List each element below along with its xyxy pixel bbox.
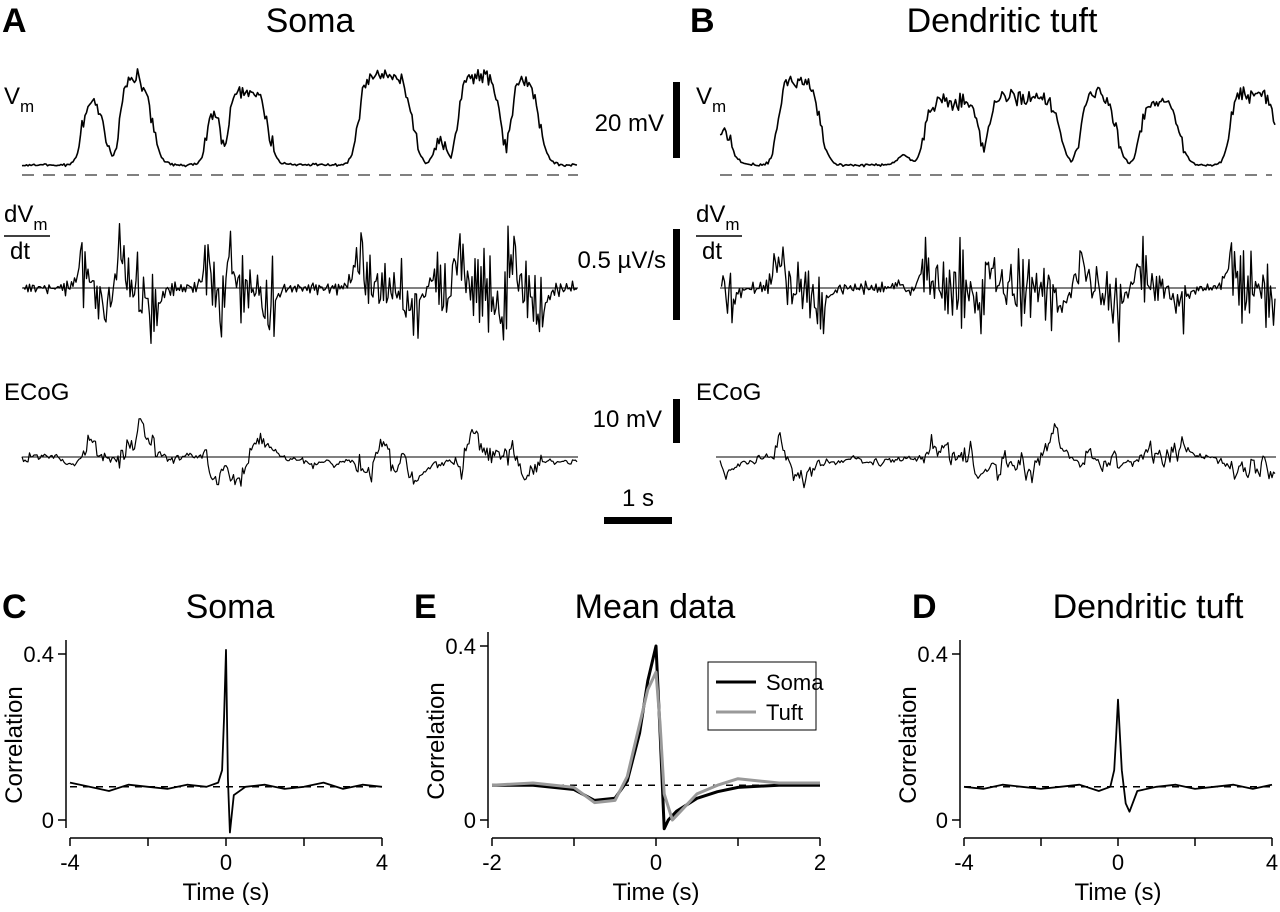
panel-b-ecog-trace — [719, 423, 1276, 489]
legend-label-tuft: Tuft — [766, 700, 803, 725]
panel-b-ecog-label: ECoG — [696, 379, 761, 406]
panel-e-letter: E — [414, 588, 437, 626]
vm-scalebar — [673, 82, 680, 158]
dvdt-scalebar — [673, 229, 680, 320]
panel-a-vm-label: Vm — [4, 83, 34, 116]
panel-a-vm-trace — [21, 68, 578, 168]
panel-b-vm-label: Vm — [696, 83, 726, 116]
panel-d-x-axis-label: Time (s) — [1074, 879, 1161, 906]
panel-d-x-tick-label: 4 — [1266, 850, 1278, 875]
panel-c-y-tick-label: 0.4 — [23, 642, 54, 667]
svg-text:dVm: dVm — [696, 201, 740, 234]
panel-e-x-axis-label: Time (s) — [612, 879, 699, 906]
time-scalebar-label: 1 s — [622, 485, 654, 512]
svg-text:dt: dt — [10, 238, 30, 265]
vm-scalebar-label: 20 mV — [595, 110, 664, 137]
svg-text:dt: dt — [702, 238, 722, 265]
panel-e-y-axis-label: Correlation — [423, 682, 450, 799]
panel-c-y-tick-label: 0 — [42, 808, 54, 833]
panel-a-letter: A — [2, 2, 27, 40]
panel-c-y-axis-label: Correlation — [1, 686, 28, 803]
panel-e-y-tick-label: 0.4 — [445, 634, 476, 659]
panel-a-title: Soma — [266, 2, 355, 40]
panel-d-y-axis-label: Correlation — [895, 686, 922, 803]
panel-d-title: Dendritic tuft — [1053, 588, 1244, 626]
panel-c-letter: C — [2, 588, 27, 626]
panel-e-legend — [707, 661, 817, 731]
panel-b-dvdt-trace — [720, 235, 1276, 343]
panel-c-x-axis-label: Time (s) — [182, 879, 269, 906]
svg-text:dVm: dVm — [4, 201, 48, 234]
panel-d-x-tick-label: -4 — [954, 850, 974, 875]
time-scalebar — [604, 517, 672, 524]
legend-label-soma: Soma — [766, 670, 824, 695]
panel-c-x-tick-label: 0 — [220, 850, 232, 875]
panel-d-letter: D — [912, 588, 937, 626]
panel-a-dvdt-label: dVm dt — [4, 201, 50, 265]
panel-e-title: Mean data — [575, 588, 736, 626]
panel-c-series-line — [69, 649, 383, 834]
panel-c-x-tick-label: 4 — [376, 850, 388, 875]
panel-b-vm-trace — [719, 75, 1276, 168]
panel-d-y-tick-label: 0 — [936, 808, 948, 833]
panel-c-title: Soma — [186, 588, 275, 626]
panel-d-series-line — [963, 698, 1273, 813]
ecog-scalebar-label: 10 mV — [593, 406, 662, 433]
panel-a-ecog-trace — [21, 418, 578, 487]
panel-d-x-tick-label: 0 — [1112, 850, 1124, 875]
panel-b-title: Dendritic tuft — [907, 2, 1098, 40]
panel-e-x-tick-label: 2 — [814, 850, 826, 875]
panel-c-x-tick-label: -4 — [60, 850, 80, 875]
panel-a-dvdt-trace — [22, 223, 578, 344]
panel-b-dvdt-label: dVm dt — [696, 201, 742, 265]
panel-d-y-tick-label: 0.4 — [917, 642, 948, 667]
panel-a-ecog-label: ECoG — [4, 379, 69, 406]
panel-b-letter: B — [690, 2, 715, 40]
dvdt-scalebar-label: 0.5 µV/s — [577, 247, 666, 274]
ecog-scalebar — [673, 399, 680, 443]
panel-e-x-tick-label: -2 — [482, 850, 502, 875]
panel-e-x-tick-label: 0 — [650, 850, 662, 875]
panel-e-y-tick-label: 0 — [464, 808, 476, 833]
panel-e-series-line-tuft — [491, 670, 820, 822]
